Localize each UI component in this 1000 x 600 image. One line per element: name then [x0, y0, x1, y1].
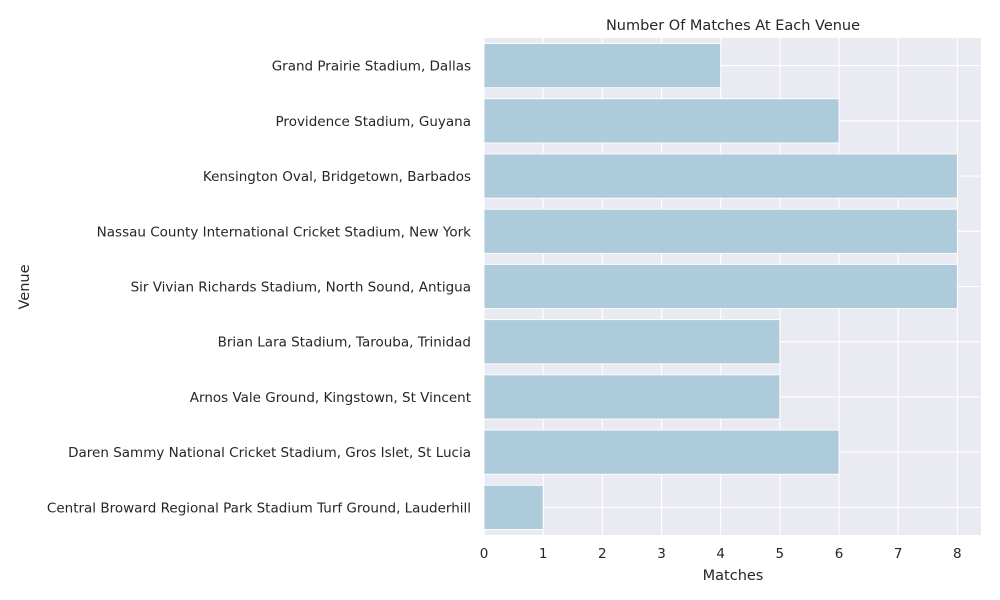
bar: [483, 319, 781, 365]
x-tick-label: 2: [598, 546, 607, 562]
y-tick-label: Arnos Vale Ground, Kingstown, St Vincent: [190, 390, 471, 406]
x-tick-label: 0: [480, 546, 489, 562]
x-tick-label: 3: [657, 546, 666, 562]
y-tick-label: Nassau County International Cricket Stad…: [97, 224, 472, 240]
x-tick-label: 7: [894, 546, 903, 562]
y-axis-label: Venue: [17, 264, 33, 309]
y-tick-label: Central Broward Regional Park Stadium Tu…: [47, 500, 471, 516]
x-tick-label: 1: [539, 546, 548, 562]
y-tick-label: Brian Lara Stadium, Tarouba, Trinidad: [218, 335, 471, 351]
bars: [483, 43, 958, 530]
x-axis-label: Matches: [703, 568, 764, 584]
bar: [483, 263, 958, 310]
x-tick-label: 6: [835, 546, 844, 562]
bar: [483, 208, 958, 254]
y-tick-label: Providence Stadium, Guyana: [276, 114, 471, 130]
bar: [483, 98, 840, 144]
bar: [483, 43, 722, 89]
bar: [483, 153, 958, 199]
x-tick-label: 4: [716, 546, 725, 562]
x-tick-labels: 0 1 2 3 4 5 6 7 8: [480, 546, 962, 562]
bar: [483, 374, 781, 420]
x-tick-label: 8: [953, 546, 962, 562]
y-tick-label: Sir Vivian Richards Stadium, North Sound…: [131, 280, 471, 296]
y-tick-label: Daren Sammy National Cricket Stadium, Gr…: [68, 445, 471, 461]
chart-title: Number Of Matches At Each Venue: [606, 18, 860, 34]
y-tick-label: Kensington Oval, Bridgetown, Barbados: [203, 169, 471, 185]
bar: [483, 429, 840, 475]
x-tick-label: 5: [776, 546, 785, 562]
y-tick-labels: Grand Prairie Stadium, Dallas Providence …: [47, 59, 471, 517]
bar: [483, 484, 544, 530]
y-tick-label: Grand Prairie Stadium, Dallas: [272, 59, 471, 75]
